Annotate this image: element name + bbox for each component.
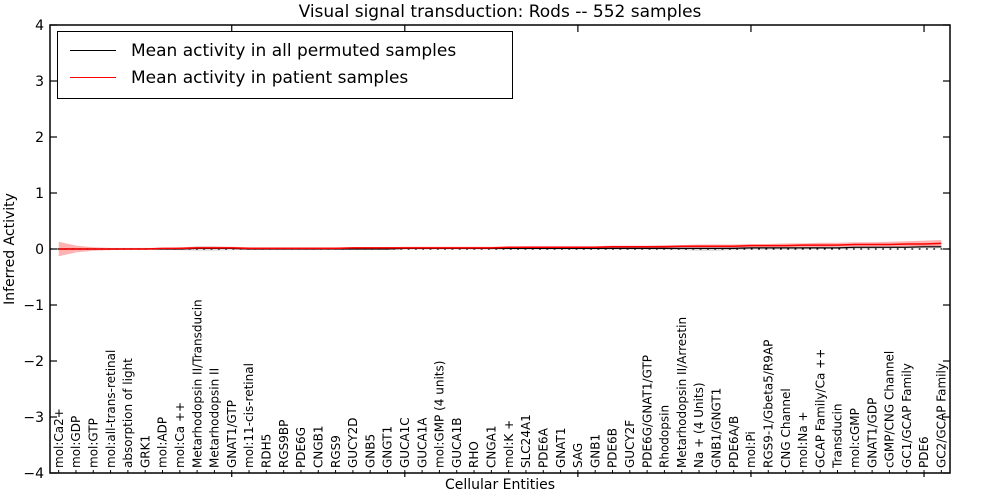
y-axis-label: Inferred Activity bbox=[2, 193, 18, 305]
y-tick-label: −4 bbox=[23, 466, 44, 482]
x-category-label: mol:K + bbox=[502, 420, 516, 468]
x-category-label: GC1/GCAP Family bbox=[900, 363, 914, 468]
x-category-labels: mol:Ca2+ mol:GDP mol:GTP mol:all-trans-reti… bbox=[52, 299, 949, 473]
x-category-label: SAG bbox=[571, 443, 585, 468]
x-category-label: cGMP/CNG Channel bbox=[883, 351, 897, 468]
x-category-label: PDE6 bbox=[917, 436, 931, 468]
x-category-label: CNGB1 bbox=[312, 425, 326, 468]
x-category-label: mol:Pi bbox=[744, 431, 758, 468]
x-category-label: GCAP Family/Ca ++ bbox=[813, 349, 827, 468]
y-tick-label: −3 bbox=[23, 410, 44, 426]
x-category-label: RGS9-1/Gbeta5/R9AP bbox=[762, 340, 776, 468]
x-category-label: GNAT1 bbox=[554, 427, 568, 468]
x-category-label: mol:GTP bbox=[87, 418, 101, 468]
x-category-label: GNB1/GNGT1 bbox=[710, 388, 724, 468]
legend: Mean activity in all permuted samples Me… bbox=[57, 31, 513, 99]
legend-item-permuted: Mean activity in all permuted samples bbox=[70, 37, 512, 64]
patient-line-swatch bbox=[70, 77, 116, 78]
x-category-label: PDE6G/GNAT1/GTP bbox=[640, 355, 654, 468]
x-category-label: PDE6A/B bbox=[727, 416, 741, 468]
x-category-label: RGS9 bbox=[329, 435, 343, 468]
x-category-label: mol:GMP (4 units) bbox=[433, 361, 447, 468]
x-category-label: absorption of light bbox=[121, 358, 135, 468]
x-category-label: RGS9BP bbox=[277, 420, 291, 468]
y-tick-label: 4 bbox=[35, 18, 44, 34]
x-category-label: mol:all-trans-retinal bbox=[104, 350, 118, 468]
x-category-label: mol:cGMP bbox=[848, 408, 862, 468]
x-category-label: GUCA1C bbox=[398, 417, 412, 468]
x-category-label: GC2/GCAP Family bbox=[935, 363, 949, 468]
x-category-label: mol:ADP bbox=[156, 417, 170, 468]
x-category-label: mol:GDP bbox=[69, 416, 83, 468]
x-category-label: Rhodopsin bbox=[658, 405, 672, 468]
x-axis-label: Cellular Entities bbox=[444, 477, 556, 493]
x-category-label: mol:Ca ++ bbox=[173, 402, 187, 468]
x-category-label: mol:Na + bbox=[796, 411, 810, 468]
x-category-label: GNB1 bbox=[588, 434, 602, 468]
y-tick-label: 0 bbox=[35, 242, 44, 258]
legend-item-patient: Mean activity in patient samples bbox=[70, 64, 512, 91]
y-tick-label: −2 bbox=[23, 354, 44, 370]
x-category-label: GNGT1 bbox=[381, 426, 395, 468]
x-category-label: GNAT1/GDP bbox=[865, 398, 879, 468]
x-category-label: mol:Ca2+ bbox=[52, 408, 66, 468]
x-axis-major-ticks bbox=[231, 25, 925, 477]
y-tick-label: 2 bbox=[35, 130, 44, 146]
x-category-label: CNG Channel bbox=[779, 388, 793, 468]
x-category-label: SLC24A1 bbox=[519, 414, 533, 468]
x-category-label: RDH5 bbox=[260, 434, 274, 468]
x-category-label: GNAT1/GTP bbox=[225, 400, 239, 468]
x-category-label: Metarhodopsin II/Transducin bbox=[190, 299, 204, 468]
x-category-label: PDE6G bbox=[294, 427, 308, 468]
x-category-label: Metarhodopsin II bbox=[208, 368, 222, 468]
x-category-label: GRK1 bbox=[138, 435, 152, 468]
chart-title: Visual signal transduction: Rods -- 552 … bbox=[298, 2, 702, 22]
permuted-line-swatch bbox=[70, 50, 116, 51]
patient-mean-line bbox=[58, 242, 942, 250]
y-tick-label: −1 bbox=[23, 298, 44, 314]
x-category-label: CNGA1 bbox=[485, 426, 499, 469]
y-axis-ticks: −4 −3 −2 −1 0 1 2 3 4 bbox=[23, 18, 950, 482]
legend-label-patient: Mean activity in patient samples bbox=[131, 67, 409, 88]
x-category-label: GNB5 bbox=[363, 434, 377, 468]
x-category-label: mol:11-cis-retinal bbox=[242, 363, 256, 468]
x-category-label: GUCA1B bbox=[450, 417, 464, 468]
x-category-label: PDE6A bbox=[537, 427, 551, 468]
y-tick-label: 1 bbox=[35, 186, 44, 202]
x-category-label: GUCY2F bbox=[623, 420, 637, 468]
x-category-label: GUCA1A bbox=[415, 417, 429, 468]
x-category-label: GUCY2D bbox=[346, 418, 360, 468]
y-tick-label: 3 bbox=[35, 74, 44, 90]
x-category-label: Metarhodopsin II/Arrestin bbox=[675, 317, 689, 468]
x-category-label: Na + (4 Units) bbox=[692, 382, 706, 468]
x-category-label: RHO bbox=[467, 441, 481, 468]
legend-label-permuted: Mean activity in all permuted samples bbox=[131, 40, 457, 61]
x-category-label: Transducin bbox=[831, 404, 845, 469]
x-category-label: PDE6B bbox=[606, 428, 620, 468]
